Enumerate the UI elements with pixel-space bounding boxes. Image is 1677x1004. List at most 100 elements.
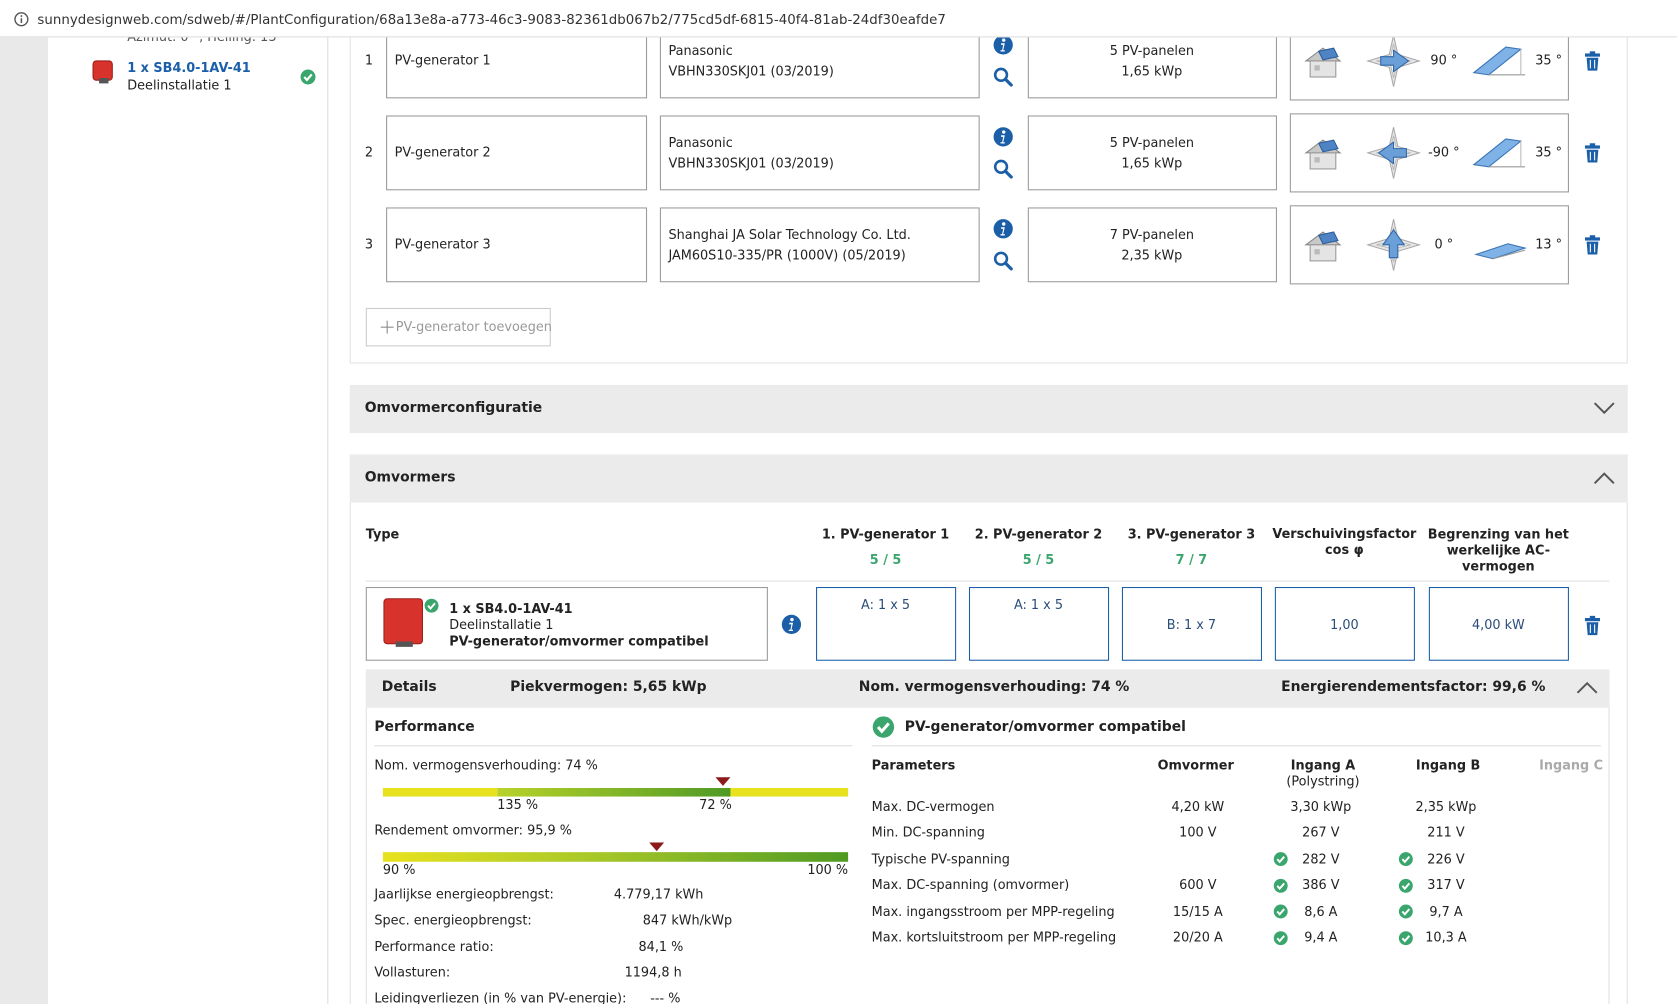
info-icon-part[interactable] (788, 622, 794, 632)
delete-button-part[interactable] (1589, 235, 1596, 239)
inverter-icon-part (383, 598, 423, 645)
config-value[interactable]: 4,00 kW (1471, 617, 1525, 633)
param-input-a: 9,4 A (1304, 929, 1338, 945)
search-icon[interactable] (992, 158, 1013, 179)
info-icon-part[interactable] (1002, 38, 1006, 42)
ratio-bar-good (497, 788, 731, 797)
section-header[interactable] (349, 454, 1628, 503)
config-value[interactable]: A: 1 x 5 (861, 597, 911, 613)
info-icon-part[interactable] (1002, 130, 1006, 134)
param-input-b: 10,3 A (1425, 929, 1467, 945)
info-icon-part[interactable] (1000, 43, 1005, 52)
section-title[interactable]: Omvormers (364, 469, 456, 486)
site-info-icon-part[interactable] (20, 15, 23, 18)
info-icon-part[interactable] (1000, 135, 1005, 144)
delete-button-part[interactable] (1589, 143, 1596, 147)
search-icon-part[interactable] (993, 251, 1009, 266)
efficiency-scale-label: 100 % (807, 862, 849, 878)
site-info-icon-part[interactable] (14, 12, 29, 27)
delete-button[interactable] (1584, 615, 1601, 636)
details-bar[interactable] (365, 669, 1610, 708)
delete-button[interactable] (1584, 143, 1601, 163)
sidebar-inverter[interactable]: 1 x SB4.0-1AV-41 (127, 60, 251, 76)
info-icon[interactable] (992, 34, 1013, 55)
config-value[interactable]: A: 1 x 5 (1013, 597, 1064, 613)
add-generator-label[interactable]: PV-generator toevoegen (395, 319, 552, 335)
param-inverter: 15/15 A (1172, 903, 1223, 919)
config-field[interactable] (1428, 586, 1569, 661)
azimuth-icon (1366, 35, 1422, 87)
collapse-chevron-part[interactable] (1576, 681, 1598, 694)
search-icon-part[interactable] (1003, 169, 1013, 179)
generator-name-field[interactable] (386, 115, 648, 191)
ratio-marker (715, 777, 731, 786)
check-icon (1398, 904, 1413, 919)
config-value[interactable]: 1,00 (1330, 617, 1359, 633)
check-icon (1398, 930, 1413, 945)
generator-index: 2 (364, 144, 374, 160)
panels-field[interactable] (1027, 115, 1277, 191)
info-icon[interactable] (781, 614, 802, 635)
panels-field[interactable] (1027, 207, 1277, 283)
info-icon-part[interactable] (1000, 227, 1005, 236)
search-icon-part[interactable] (1003, 261, 1013, 271)
house-icon (1304, 231, 1342, 262)
house-icon-part (1314, 157, 1320, 163)
check-icon-part (1273, 852, 1288, 867)
delete-button-part[interactable] (1586, 622, 1599, 636)
delete-button-part[interactable] (1589, 615, 1596, 620)
expand-chevron[interactable] (1593, 402, 1615, 415)
config-field[interactable] (1274, 586, 1415, 661)
delete-button-part[interactable] (1586, 149, 1599, 163)
info-icon-part[interactable] (1002, 222, 1006, 226)
module-type: VBHN330SKJ01 (03/2019) (668, 63, 834, 79)
param-name: Typische PV-spanning (871, 851, 1010, 867)
delete-button-part[interactable] (1589, 51, 1596, 55)
info-icon-part[interactable] (790, 617, 794, 622)
module-field[interactable] (659, 115, 980, 191)
info-icon[interactable] (992, 126, 1013, 147)
search-icon-part[interactable] (1003, 77, 1013, 87)
search-icon-part[interactable] (993, 159, 1009, 174)
inverter-icon-part (92, 60, 113, 81)
section-title[interactable]: Omvormerconfiguratie (364, 400, 543, 417)
param-name: Min. DC-spanning (871, 825, 985, 841)
collapse-chevron[interactable] (1576, 681, 1598, 694)
tilt-icon (1473, 243, 1528, 260)
delete-button[interactable] (1584, 235, 1601, 255)
delete-button[interactable] (1584, 51, 1601, 71)
url[interactable]: sunnydesignweb.com/sdweb/#/PlantConfigur… (37, 11, 946, 28)
details-panel (365, 707, 1610, 1004)
inverter-field[interactable] (365, 586, 768, 661)
search-icon[interactable] (992, 250, 1013, 271)
section-header[interactable] (349, 384, 1628, 434)
search-icon[interactable] (992, 66, 1013, 87)
delete-button-part[interactable] (1586, 241, 1599, 255)
check-icon-part (876, 722, 890, 734)
config-value[interactable]: B: 1 x 7 (1166, 617, 1217, 633)
search-icon-part[interactable] (993, 67, 1009, 83)
delete-button-part[interactable] (1584, 237, 1600, 241)
delete-button-part[interactable] (1586, 57, 1599, 71)
info-icon[interactable] (992, 218, 1013, 239)
orientation-field[interactable] (1289, 205, 1569, 285)
house-icon (1304, 47, 1342, 78)
add-generator-button[interactable] (365, 307, 551, 347)
delete-button-part[interactable] (1584, 53, 1600, 57)
collapse-chevron-part[interactable] (1593, 472, 1615, 484)
expand-chevron-part[interactable] (1593, 402, 1615, 415)
config-field[interactable] (816, 586, 957, 661)
generator-name-field[interactable] (386, 207, 648, 283)
config-field[interactable] (1121, 586, 1263, 661)
site-info-icon[interactable] (14, 12, 29, 27)
module-field[interactable] (659, 207, 980, 283)
delete-button-part[interactable] (1584, 617, 1600, 622)
details-ratio: Nom. vermogensverhouding: 74 % (858, 679, 1130, 696)
delete-button-part[interactable] (1584, 145, 1600, 149)
orientation-field[interactable] (1289, 113, 1569, 193)
config-field[interactable] (968, 586, 1110, 661)
collapse-chevron[interactable] (1593, 472, 1615, 485)
plus-icon[interactable] (380, 320, 394, 334)
